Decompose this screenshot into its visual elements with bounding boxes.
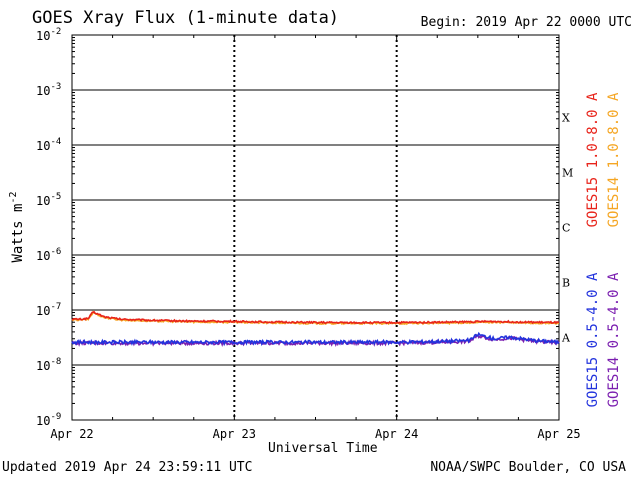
credit-text: NOAA/SWPC Boulder, CO USA <box>430 460 626 475</box>
legend-entry: GOES14 0.5-4.0 A <box>606 272 622 407</box>
updated-timestamp: Updated 2019 Apr 24 23:59:11 UTC <box>2 460 253 475</box>
y-tick-labels: 10-2 10-3 10-4 10-5 10-6 10-7 10-8 10-9 <box>36 27 61 428</box>
y-axis-label-text: Watts m-2 <box>8 191 26 262</box>
x-tick-label: Apr 24 <box>375 427 418 441</box>
series-lines <box>71 310 560 348</box>
series-line <box>71 331 560 347</box>
y-tick-label: 10-9 <box>36 412 61 428</box>
legend-entry: GOES15 0.5-4.0 A <box>585 272 601 407</box>
flare-class-label: A <box>561 332 571 345</box>
y-tick-label: 10-3 <box>36 82 61 98</box>
begin-time: Begin: 2019 Apr 22 0000 UTC <box>420 15 632 30</box>
flare-class-label: X <box>562 112 570 125</box>
y-tick-label: 10-6 <box>36 247 61 263</box>
y-tick-label: 10-4 <box>36 137 61 153</box>
plot-area <box>71 34 560 421</box>
y-tick-label: 10-2 <box>36 27 61 43</box>
x-tick-labels: Apr 22 Apr 23 Apr 24 Apr 25 <box>50 427 580 441</box>
series-line <box>71 310 560 325</box>
y-axis-label: Watts m-2 <box>8 191 26 262</box>
flare-class-label: C <box>562 222 570 235</box>
legend-entry: GOES15 1.0-8.0 A <box>585 92 601 227</box>
legend-entry: GOES14 1.0-8.0 A <box>606 92 622 227</box>
y-tick-label: 10-7 <box>36 302 61 318</box>
x-tick-label: Apr 25 <box>537 427 580 441</box>
flare-class-labels: X M C B A <box>561 112 573 345</box>
x-tick-label: Apr 23 <box>213 427 256 441</box>
x-axis-label: Universal Time <box>268 441 378 456</box>
y-tick-label: 10-5 <box>36 192 61 208</box>
flare-class-label: B <box>562 277 570 290</box>
legend: GOES15 1.0-8.0 A GOES14 1.0-8.0 A GOES15 0… <box>585 92 622 407</box>
y-tick-label: 10-8 <box>36 357 61 373</box>
flare-class-label: M <box>562 167 573 180</box>
x-tick-label: Apr 22 <box>50 427 93 441</box>
gridlines <box>71 34 560 421</box>
chart-title: GOES Xray Flux (1-minute data) <box>32 8 340 28</box>
